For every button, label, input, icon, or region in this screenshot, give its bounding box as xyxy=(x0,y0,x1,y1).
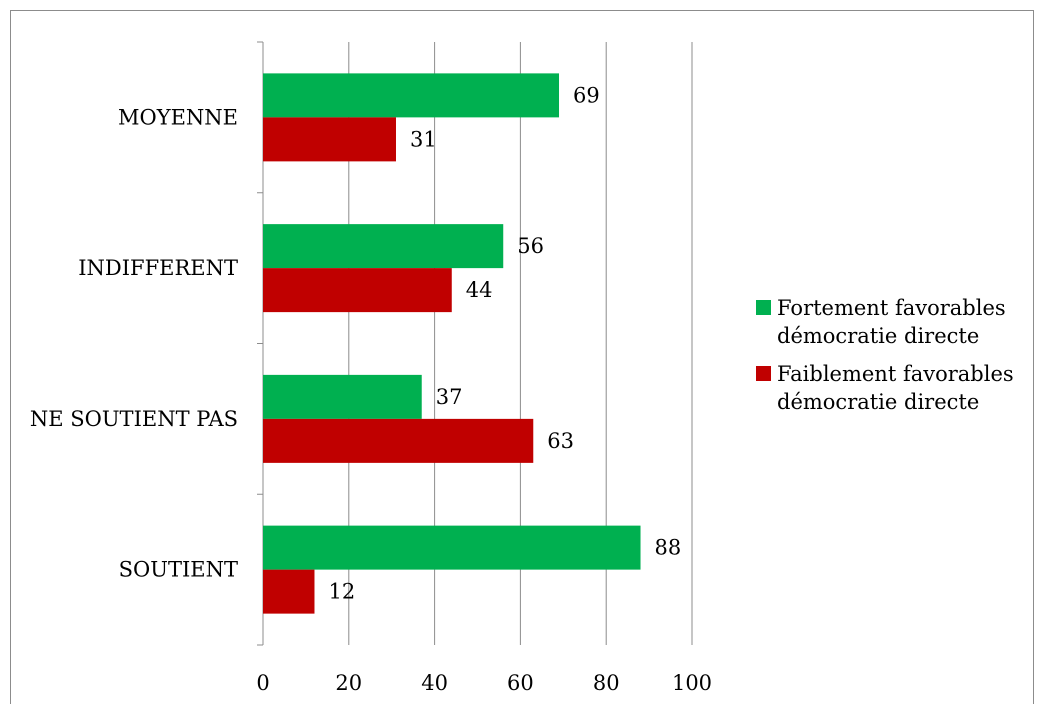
bar xyxy=(263,268,452,313)
category-label: MOYENNE xyxy=(118,105,238,129)
bar xyxy=(263,525,641,570)
data-label: 44 xyxy=(466,278,493,302)
bar xyxy=(263,418,534,463)
data-label: 63 xyxy=(547,429,574,453)
legend-swatch xyxy=(756,300,771,315)
data-label: 56 xyxy=(517,234,544,258)
legend: Fortement favorables démocratie directe Fa… xyxy=(756,296,1014,414)
category-label: SOUTIENT xyxy=(119,558,238,582)
data-label: 12 xyxy=(328,580,355,604)
bar xyxy=(263,374,422,419)
bar xyxy=(263,569,315,614)
chart-frame xyxy=(10,10,1034,704)
x-tick-label: 40 xyxy=(421,671,448,695)
legend-label: Faiblement favorables démocratie directe xyxy=(777,362,1014,414)
data-label: 88 xyxy=(655,536,682,560)
legend-swatch xyxy=(756,366,771,381)
legend-label: Fortement favorables démocratie directe xyxy=(777,296,1006,348)
category-label: INDIFFERENT xyxy=(78,256,238,280)
x-tick-label: 100 xyxy=(672,671,712,695)
x-tick-label: 20 xyxy=(335,671,362,695)
x-tick-label: 80 xyxy=(593,671,620,695)
axes xyxy=(257,41,264,646)
bar xyxy=(263,73,560,118)
data-label: 31 xyxy=(410,127,437,151)
category-label: NE SOUTIENT PAS xyxy=(30,407,238,431)
x-tick-label: 0 xyxy=(256,671,269,695)
data-label: 69 xyxy=(573,83,600,107)
x-tick-label: 60 xyxy=(507,671,534,695)
bars xyxy=(263,73,641,614)
bar xyxy=(263,224,504,269)
labels: 0 20 40 60 80 100 MOYENNE 69 31 INDIFFERENT 56 44 NE… xyxy=(30,83,712,695)
data-label: 37 xyxy=(436,385,463,409)
bar xyxy=(263,117,396,162)
